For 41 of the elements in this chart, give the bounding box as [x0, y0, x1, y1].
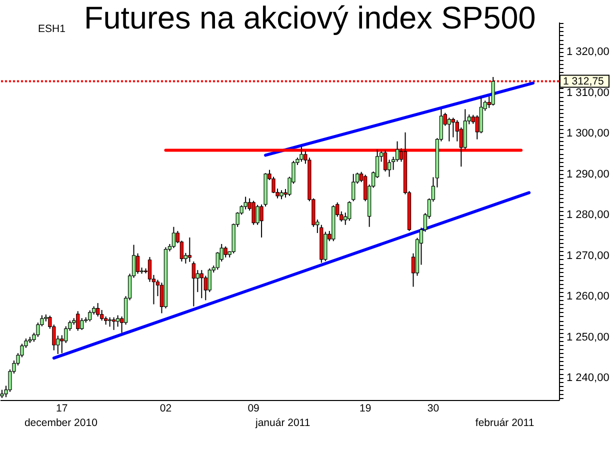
- candlestick: [208, 268, 212, 293]
- candlestick: [200, 270, 204, 299]
- x-tick-label: 30: [427, 402, 440, 414]
- x-tick-label: 09: [248, 402, 260, 414]
- annotation: ESH1: [38, 23, 66, 35]
- candlestick: [451, 117, 455, 138]
- text: január 2011: [254, 417, 310, 429]
- y-tick-label: 1 250,00: [566, 331, 610, 344]
- candlestick: [224, 246, 228, 258]
- x-tick-label: 02: [160, 402, 172, 414]
- candlestick: [80, 318, 84, 330]
- candlestick: [348, 200, 352, 222]
- candlestick: [352, 173, 356, 202]
- candlestick: [172, 226, 176, 249]
- candlestick: [192, 261, 196, 307]
- candlestick: [188, 236, 192, 262]
- candlestick: [300, 146, 304, 162]
- y-tick-label: 1 270,00: [566, 250, 610, 262]
- y-tick-label: 1 290,00: [566, 168, 610, 180]
- x-tick-label: 19: [360, 402, 372, 414]
- y-tick-label: 1 300,00: [566, 128, 610, 140]
- candlestick: [252, 200, 256, 226]
- candlestick: [112, 316, 116, 330]
- candlestick: [76, 310, 80, 332]
- candlestick: [447, 117, 451, 142]
- candlestick: [108, 316, 112, 328]
- candlestick: [96, 302, 100, 317]
- y-tick-label: 1 320,00: [566, 46, 610, 58]
- text: december 2010: [24, 417, 98, 429]
- candlestick: [136, 252, 140, 274]
- y-tick-label: 1 310,00: [566, 86, 610, 99]
- y-tick-label: 1 240,00: [566, 372, 610, 384]
- candlestick: [116, 314, 120, 328]
- candlestick: [491, 76, 495, 106]
- candlestick: [88, 310, 92, 322]
- text: február 2011: [475, 417, 534, 429]
- x-tick-label: 17: [56, 402, 68, 414]
- ref-line-label: 1 312,75: [563, 75, 604, 88]
- y-tick-label: 1 280,00: [566, 209, 610, 222]
- y-tick-label: 1 260,00: [566, 290, 610, 303]
- chart-title: Futures na akciový index SP500: [84, 0, 536, 36]
